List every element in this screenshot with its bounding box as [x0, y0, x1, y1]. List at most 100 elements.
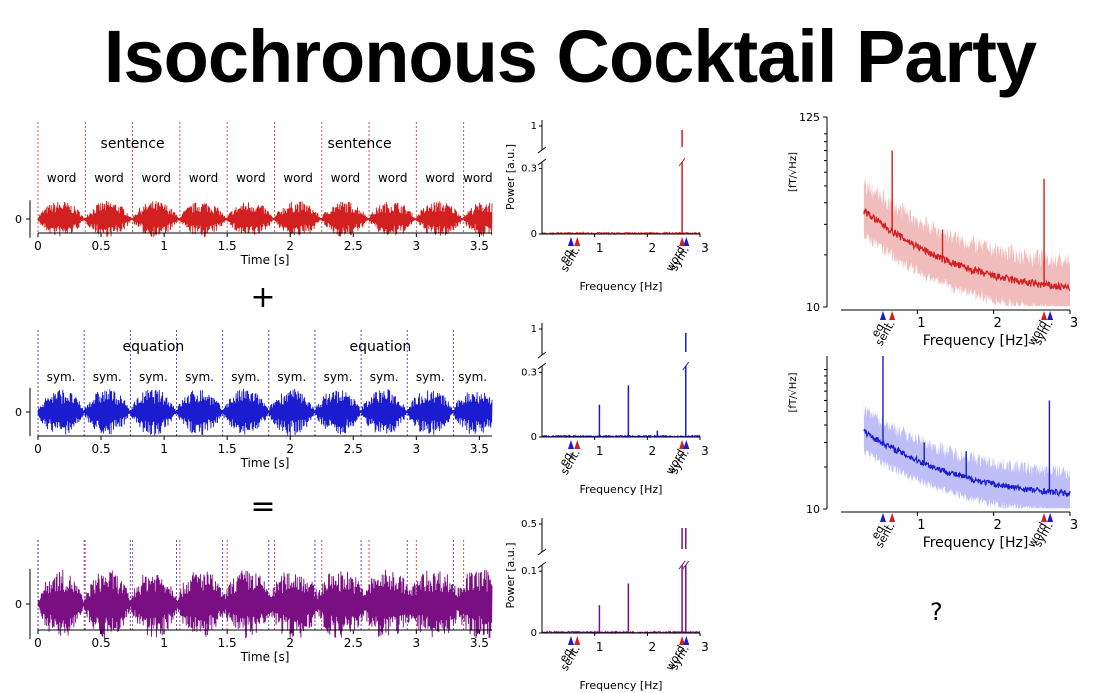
x-tick-label: 3 — [413, 239, 421, 253]
x-tick-label: 3 — [701, 640, 709, 654]
x-tick-label: 1.5 — [218, 636, 237, 650]
y-tick-label: 0 — [531, 432, 537, 443]
x-axis-label: Frequency [Hz] — [580, 483, 663, 496]
frequency-marker — [683, 636, 690, 645]
frequency-marker — [574, 636, 581, 645]
wave-mixture: 0 0 0.5 1 1.5 2 2.5 3 3.5 Time [s] — [15, 540, 493, 664]
frequency-marker — [1041, 311, 1048, 320]
frequency-marker — [567, 237, 574, 246]
unit-label: word — [463, 171, 493, 185]
equals-operator: = — [250, 489, 275, 524]
x-tick-label: 0 — [34, 239, 42, 253]
y-tick-label: 0.1 — [521, 566, 537, 577]
x-axis-label: Frequency [Hz] — [580, 280, 663, 293]
y-tick-label: 1 — [531, 121, 537, 132]
break-mark — [678, 157, 686, 167]
marker-label: sym. — [667, 643, 691, 672]
y-tick-label: 0.3 — [521, 164, 537, 175]
frequency-marker — [574, 237, 581, 246]
y-tick-label: 10 — [806, 301, 820, 314]
x-tick-label: 3 — [1070, 316, 1078, 331]
plus-operator: + — [250, 280, 275, 315]
x-tick-label: 2 — [994, 316, 1002, 331]
x-tick-label: 3 — [413, 636, 421, 650]
unit-label: sym. — [416, 370, 445, 384]
group-label: sentence — [101, 136, 165, 152]
unit-label: word — [236, 171, 266, 185]
unit-label: sym. — [139, 370, 168, 384]
spectrum-trace — [541, 630, 701, 635]
x-axis-label: Frequency [Hz] — [923, 535, 1029, 551]
y-tick-label: 0.3 — [521, 367, 537, 378]
x-tick-label: 1 — [160, 442, 168, 456]
question-mark: ? — [930, 598, 943, 626]
frequency-marker — [567, 440, 574, 449]
unit-label: sym. — [277, 370, 306, 384]
x-tick-label: 3.5 — [470, 442, 489, 456]
x-tick-label: 1 — [160, 239, 168, 253]
unit-label: sym. — [93, 370, 122, 384]
confidence-band — [863, 403, 1070, 509]
x-tick-label: 0.5 — [92, 442, 111, 456]
x-tick-label: 3 — [701, 241, 709, 255]
frequency-marker — [889, 311, 896, 320]
x-tick-label: 1 — [917, 518, 925, 533]
x-axis-label: Time [s] — [240, 253, 290, 267]
x-tick-label: 2 — [649, 444, 657, 458]
axis-break — [537, 351, 547, 370]
frequency-marker — [1047, 513, 1054, 522]
x-tick-label: 1 — [596, 241, 604, 255]
y-tick-label: 0 — [531, 628, 537, 639]
x-tick-label: 2 — [286, 442, 294, 456]
unit-label: sym. — [47, 370, 76, 384]
group-label: equation — [123, 339, 185, 355]
y-tick-label: 10 — [806, 503, 820, 516]
waveform-trace — [37, 200, 493, 238]
unit-label: sym. — [458, 370, 487, 384]
break-mark — [682, 560, 690, 570]
break-mark — [678, 560, 686, 570]
x-tick-label: 3 — [413, 442, 421, 456]
frequency-marker — [679, 440, 686, 449]
wave-equation: 0 0 0.5 1 1.5 2 2.5 3 3.5 Time [s] sym. sym. sym. sym… — [15, 330, 493, 470]
frequency-marker — [1041, 513, 1048, 522]
x-axis-label: Frequency [Hz] — [580, 679, 663, 692]
x-tick-label: 0.5 — [92, 636, 111, 650]
frequency-marker — [574, 440, 581, 449]
waveform-trace — [37, 388, 493, 436]
x-tick-label: 2 — [649, 640, 657, 654]
x-tick-label: 1.5 — [218, 442, 237, 456]
break-mark — [682, 361, 690, 371]
x-tick-label: 2 — [286, 239, 294, 253]
unit-label: word — [283, 171, 313, 185]
x-tick-label: 0 — [34, 636, 42, 650]
frequency-marker — [567, 636, 574, 645]
waveform-trace — [37, 569, 493, 639]
x-tick-label: 3.5 — [470, 636, 489, 650]
x-tick-label: 1.5 — [218, 239, 237, 253]
y-axis-label: Power [a.u.] — [504, 144, 517, 210]
unit-label: sym. — [231, 370, 260, 384]
y-axis-label: Power [a.u.] — [504, 542, 517, 608]
x-tick-label: 2 — [994, 518, 1002, 533]
frequency-marker — [1047, 311, 1054, 320]
frequency-marker — [889, 513, 896, 522]
marker-label: sym. — [667, 244, 691, 273]
x-tick-label: 1 — [596, 444, 604, 458]
marker-label: sym. — [667, 447, 691, 476]
y-tick-label: 125 — [799, 111, 820, 124]
frequency-marker — [679, 237, 686, 246]
group-label: equation — [350, 339, 412, 355]
frequency-marker — [683, 237, 690, 246]
y-tick-label: 0 — [15, 598, 22, 611]
unit-label: sym. — [370, 370, 399, 384]
unit-label: sym. — [324, 370, 353, 384]
x-tick-label: 2.5 — [344, 442, 363, 456]
